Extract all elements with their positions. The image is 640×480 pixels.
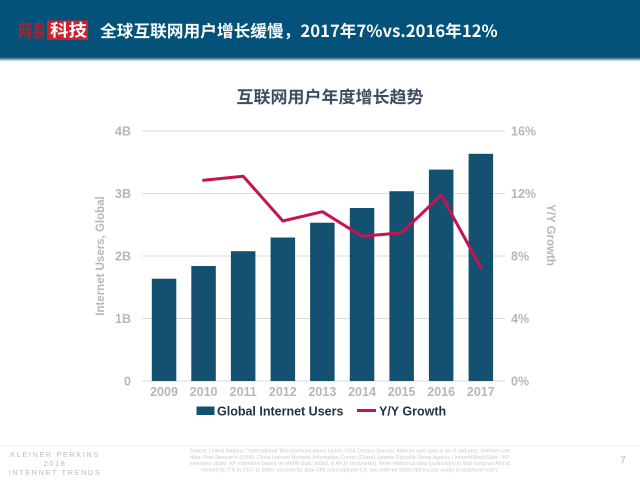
svg-text:2010: 2010 xyxy=(190,385,218,399)
svg-text:12%: 12% xyxy=(511,187,536,201)
svg-text:revised by ITU in 2017 to bett: revised by ITU in 2017 to better account… xyxy=(201,467,498,473)
svg-text:0: 0 xyxy=(124,375,131,389)
svg-text:data: Pew Research (USA), Chin: data: Pew Research (USA), China Internet… xyxy=(190,455,510,461)
svg-text:Internet Users, Global: Internet Users, Global xyxy=(95,196,107,316)
svg-text:Global Internet Users: Global Internet Users xyxy=(217,405,343,419)
svg-text:4B: 4B xyxy=(115,125,131,139)
svg-text:16%: 16% xyxy=(511,125,536,139)
svg-text:KLEINER PERKINS: KLEINER PERKINS xyxy=(10,450,100,459)
svg-text:4%: 4% xyxy=(511,312,529,326)
svg-text:0%: 0% xyxy=(511,375,529,389)
svg-text:2013: 2013 xyxy=(308,385,336,399)
svg-text:3B: 3B xyxy=(115,187,131,201)
svg-text:7: 7 xyxy=(620,455,625,466)
svg-text:2014: 2014 xyxy=(348,385,376,399)
svg-text:2009: 2009 xyxy=(150,385,178,399)
svg-text:8%: 8% xyxy=(511,250,529,264)
svg-text:2015: 2015 xyxy=(388,385,416,399)
svg-text:2012: 2012 xyxy=(269,385,297,399)
svg-text:2018: 2018 xyxy=(44,459,67,468)
svg-text:1B: 1B xyxy=(115,312,131,326)
svg-text:2B: 2B xyxy=(115,250,131,264)
svg-text:INTERNET TRENDS: INTERNET TRENDS xyxy=(9,468,102,477)
svg-text:2016: 2016 xyxy=(427,385,455,399)
svg-text:Source: United Nations / Inter: Source: United Nations / International T… xyxy=(189,449,511,455)
svg-text:estimates (Iran). KP estimates: estimates (Iran). KP estimates based on … xyxy=(190,461,511,467)
svg-text:Y/Y Growth: Y/Y Growth xyxy=(544,204,556,266)
svg-text:2017: 2017 xyxy=(467,385,495,399)
svg-text:Y/Y Growth: Y/Y Growth xyxy=(379,405,446,419)
svg-text:2011: 2011 xyxy=(230,385,257,399)
